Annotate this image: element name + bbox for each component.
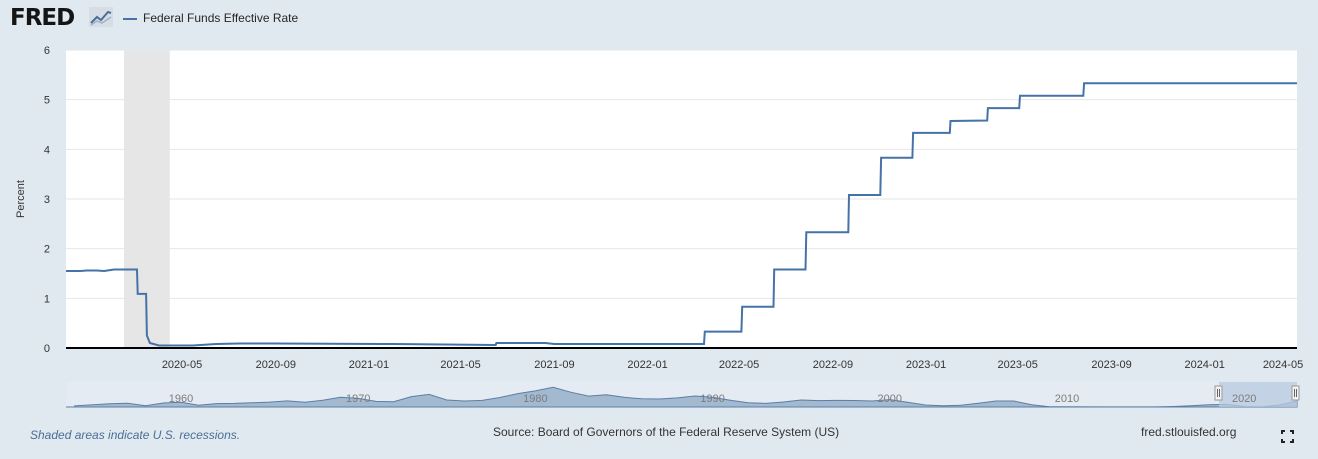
navigator-selection[interactable]	[1219, 382, 1297, 407]
x-tick-2023-09: 2023-09	[1091, 359, 1131, 371]
y-tick-4: 4	[44, 144, 50, 156]
fred-logo[interactable]: FRED	[10, 5, 75, 31]
x-tick-2023-01: 2023-01	[906, 359, 946, 371]
y-tick-6: 6	[44, 45, 50, 57]
x-tick-2020-05: 2020-05	[162, 359, 202, 371]
x-axis-ticks: 2020-05 2020-09 2021-01 2021-05 2021-09 2022-…	[162, 359, 1303, 371]
navigator-label-1980: 1980	[523, 393, 547, 405]
y-tick-2: 2	[44, 244, 50, 256]
legend-series-label[interactable]: Federal Funds Effective Rate	[143, 11, 299, 25]
chart-header: FRED Federal Funds Effective Rate	[0, 0, 1318, 36]
navigator-label-1970: 1970	[346, 393, 370, 405]
x-tick-2023-05: 2023-05	[997, 359, 1037, 371]
x-tick-2021-09: 2021-09	[534, 359, 574, 371]
fullscreen-icon[interactable]	[1281, 430, 1294, 443]
fred-graph-icon	[89, 7, 113, 27]
y-tick-3: 3	[44, 194, 50, 206]
x-tick-2024-01: 2024-01	[1184, 359, 1224, 371]
x-tick-2022-05: 2022-05	[719, 359, 759, 371]
legend-series-swatch	[123, 18, 137, 20]
navigator-label-2010: 2010	[1055, 393, 1079, 405]
y-axis-ticks: 0 1 2 3 4 5 6	[44, 45, 50, 355]
x-tick-2022-01: 2022-01	[627, 359, 667, 371]
navigator-labels: 1960 1970 1980 1990 2000 2010 2020	[169, 393, 1257, 405]
source-note: Source: Board of Governors of the Federa…	[493, 425, 840, 439]
recession-note: Shaded areas indicate U.S. recessions.	[30, 428, 241, 442]
gridlines	[66, 49, 1297, 299]
x-tick-2022-09: 2022-09	[813, 359, 853, 371]
navigator-label-1960: 1960	[169, 393, 193, 405]
navigator-label-2020: 2020	[1232, 393, 1256, 405]
site-link[interactable]: fred.stlouisfed.org	[1141, 425, 1237, 439]
navigator-series-area	[66, 386, 1298, 408]
navigator-handle-left[interactable]	[1214, 385, 1223, 401]
y-axis-label: Percent	[15, 180, 27, 218]
x-tick-2021-05: 2021-05	[440, 359, 480, 371]
navigator-label-1990: 1990	[700, 393, 724, 405]
y-tick-5: 5	[44, 95, 50, 107]
navigator[interactable]: 1960 1970 1980 1990 2000 2010 2020	[66, 382, 1300, 408]
x-tick-2021-01: 2021-01	[349, 359, 389, 371]
y-tick-0: 0	[44, 343, 50, 355]
x-tick-2020-09: 2020-09	[256, 359, 296, 371]
navigator-handle-right[interactable]	[1291, 385, 1300, 401]
navigator-label-2000: 2000	[878, 393, 902, 405]
y-tick-1: 1	[44, 293, 50, 305]
x-tick-2024-05: 2024-05	[1263, 359, 1303, 371]
series-line-fedfunds[interactable]	[66, 82, 1297, 347]
